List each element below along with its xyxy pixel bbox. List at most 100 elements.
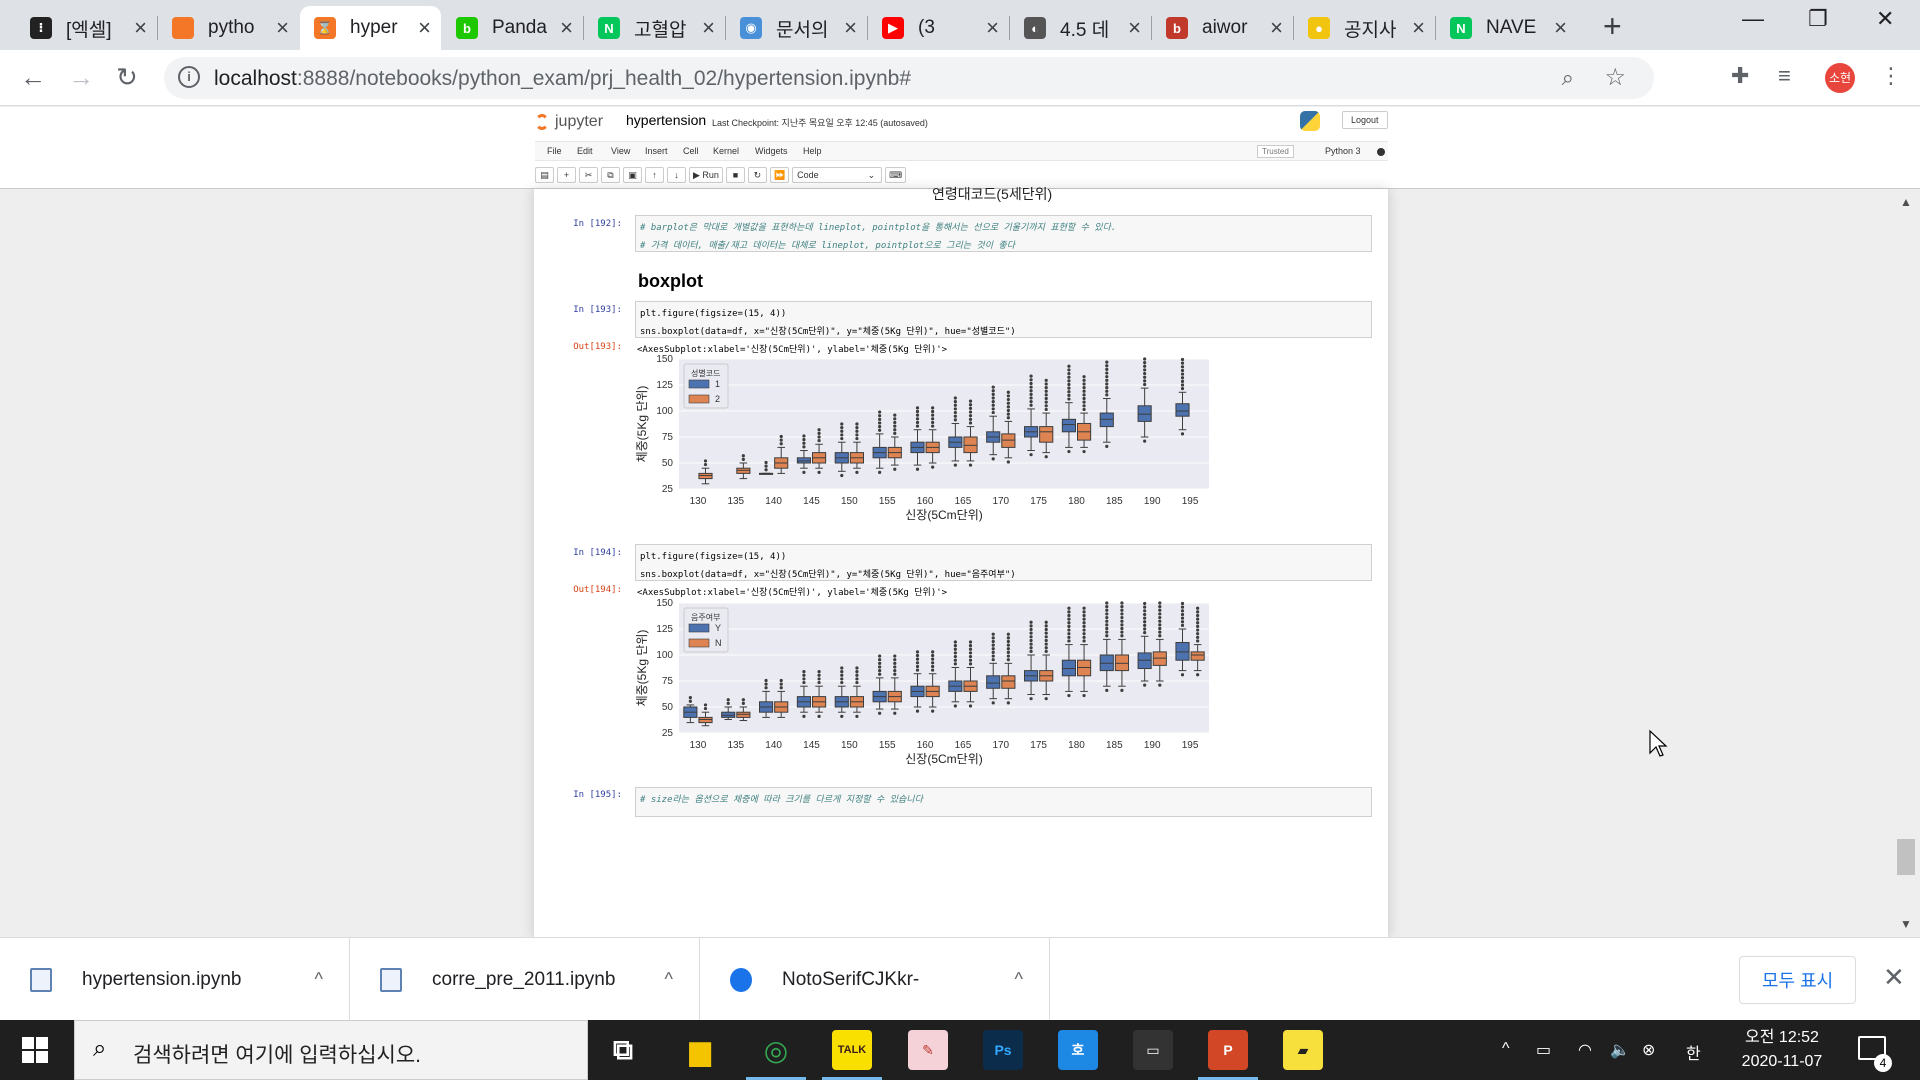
tab-close-icon[interactable]: × [276,15,289,40]
scroll-up-icon[interactable]: ▲ [1900,195,1912,209]
ime-indicator[interactable]: 한 [1686,1046,1701,1063]
taskbar-app-pen-tool[interactable]: ✎ [908,1030,948,1070]
tab-close-icon[interactable]: × [844,15,857,40]
code-cell[interactable]: plt.figure(figsize=(15, 4)) sns.boxplot(… [635,544,1372,581]
browser-tab[interactable]: ▶ (3 × [868,6,1009,50]
chevron-up-icon[interactable]: ^ [314,969,323,989]
chevron-up-icon[interactable]: ^ [1014,969,1023,989]
volume-icon[interactable]: 🔈 [1610,1042,1630,1059]
cut-icon[interactable]: ✂ [579,167,598,183]
browser-tab[interactable]: ◉ 문서의 × [726,6,867,50]
forward-arrow-icon[interactable]: → [68,62,94,92]
menu-item-cell[interactable]: Cell [683,146,699,156]
close-downloads-icon[interactable]: ✕ [1883,962,1905,992]
download-item[interactable]: corre_pre_2011.ipynb ^ [350,938,700,1021]
taskbar-app-photoshop[interactable]: Ps [983,1030,1023,1070]
notification-icon[interactable] [1858,1036,1886,1060]
extensions-icon[interactable]: ✚ [1731,63,1750,88]
tab-close-icon[interactable]: × [1412,15,1425,40]
taskbar-app-powerpoint[interactable]: P [1198,1030,1258,1080]
copy-icon[interactable]: ⧉ [601,167,620,183]
taskbar-app-terminal[interactable]: ▭ [1133,1030,1173,1070]
insert-cell-icon[interactable]: + [557,167,576,183]
download-item[interactable]: NotoSerifCJKkr- ^ [700,938,1050,1021]
restore-button[interactable]: ❐ [1808,6,1828,31]
x-tick-label: 150 [841,496,858,507]
menu-item-insert[interactable]: Insert [645,146,668,156]
code-cell[interactable]: # size라는 옵션으로 체중에 따라 크기를 다르게 지정할 수 있습니다 [635,787,1372,817]
battery-icon[interactable]: ▭ [1536,1042,1552,1059]
move-up-icon[interactable]: ↑ [645,167,664,183]
cell-type-select[interactable]: Code ⌄ [792,167,883,183]
logout-button[interactable]: Logout [1342,111,1388,129]
taskbar-search-input[interactable]: ⌕ 검색하려면 여기에 입력하십시오. [74,1020,588,1080]
reload-icon[interactable]: ↻ [116,62,138,92]
menu-item-file[interactable]: File [547,146,562,156]
profile-avatar[interactable]: 소현 [1825,63,1855,93]
taskbar-app-kakaotalk[interactable]: TALK [822,1030,882,1080]
command-palette-icon[interactable]: ⌨ [885,167,907,183]
taskbar-app-file-explorer[interactable]: ▆ [689,1034,711,1066]
tab-close-icon[interactable]: × [1270,15,1283,40]
trusted-indicator[interactable]: Trusted [1257,145,1294,158]
media-control-icon[interactable]: ≡ [1778,63,1791,88]
browser-tab[interactable]: ◐ 4.5 데 × [1010,6,1151,50]
restart-run-all-icon[interactable]: ⏩ [769,167,790,183]
menu-item-kernel[interactable]: Kernel [713,146,740,156]
chevron-up-icon[interactable]: ^ [664,969,673,989]
save-icon[interactable]: ▤ [535,167,554,183]
browser-tab[interactable]: N 고혈압 × [584,6,725,50]
move-down-icon[interactable]: ↓ [667,167,686,183]
tab-close-icon[interactable]: × [702,15,715,40]
browser-tab[interactable]: ⌛ hyper × [300,6,441,50]
paste-icon[interactable]: ▣ [623,167,642,183]
run-button[interactable]: ▶ Run [689,167,723,183]
scroll-down-icon[interactable]: ▼ [1900,917,1912,931]
tab-close-icon[interactable]: × [986,15,999,40]
browser-tab[interactable]: ● 공지사 × [1294,6,1435,50]
taskbar-app-chrome[interactable]: ◎ [746,1030,806,1080]
tab-close-icon[interactable]: × [134,15,147,40]
site-info-icon[interactable]: i [178,66,200,88]
show-hidden-icons-icon[interactable]: ^ [1502,1040,1510,1057]
bookmark-star-icon[interactable]: ☆ [1604,64,1626,91]
taskbar-app-task-view[interactable]: ⧉ [613,1033,633,1065]
show-all-button[interactable]: 모두 표시 [1739,956,1857,1004]
taskbar-clock[interactable]: 오전 12:52 2020-11-07 [1741,1029,1823,1070]
menu-item-edit[interactable]: Edit [577,146,593,156]
window-close-button[interactable]: ✕ [1876,6,1895,31]
scrollbar-thumb[interactable] [1897,839,1915,875]
restart-icon[interactable]: ↻ [747,167,767,183]
zoom-icon[interactable]: ⌕ [1561,65,1574,90]
code-cell[interactable]: # barplot은 막대로 개별값을 표현하는데 lineplot, poin… [635,215,1372,252]
address-bar[interactable]: i localhost:8888/notebooks/python_exam/p… [164,57,1654,99]
tab-close-icon[interactable]: × [418,15,431,40]
browser-tab[interactable]: N NAVE × [1436,6,1577,50]
browser-tab[interactable]: b Panda × [442,6,583,50]
taskbar-app-sticky-notes[interactable]: ▰ [1283,1030,1323,1070]
tab-close-icon[interactable]: × [560,15,573,40]
network-off-icon[interactable]: ⊗ [1642,1042,1656,1059]
stop-icon[interactable]: ■ [725,167,745,183]
chrome-menu-icon[interactable]: ⋮ [1880,63,1902,88]
new-tab-button[interactable]: + [1603,8,1622,44]
taskbar-app-hangul[interactable]: 호 [1058,1030,1098,1070]
minimize-button[interactable]: — [1742,6,1764,31]
jupyter-logo[interactable]: jupyter [535,113,603,131]
download-item[interactable]: hypertension.ipynb ^ [0,938,350,1021]
menu-item-help[interactable]: Help [803,146,822,156]
browser-tab[interactable]: ⁝ [엑셀] × [16,6,157,50]
wifi-icon[interactable]: ◠ [1578,1042,1592,1059]
back-arrow-icon[interactable]: ← [20,62,46,92]
url-text[interactable]: localhost:8888/notebooks/python_exam/prj… [214,67,912,90]
code-cell[interactable]: plt.figure(figsize=(15, 4)) sns.boxplot(… [635,301,1372,338]
menu-item-widgets[interactable]: Widgets [755,146,788,156]
notebook-name[interactable]: hypertension [626,112,707,128]
tab-close-icon[interactable]: × [1554,15,1567,40]
menu-item-view[interactable]: View [611,146,631,156]
windows-start-icon[interactable] [22,1037,48,1063]
browser-tab[interactable]: pytho × [158,6,299,50]
outlier-point [855,673,859,677]
tab-close-icon[interactable]: × [1128,15,1141,40]
browser-tab[interactable]: b aiwor × [1152,6,1293,50]
